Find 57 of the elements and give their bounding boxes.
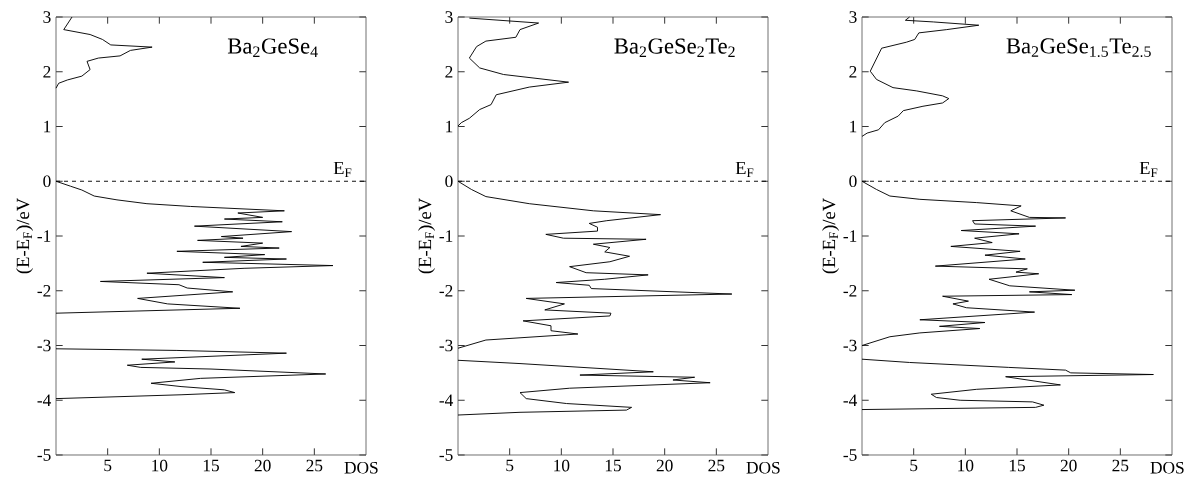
y-tick-label: 2 [849,66,857,78]
ref-line-label: E$_{F}$ [735,161,754,177]
y-tick-label: 0 [849,175,857,188]
y-tick-label: -4 [439,394,454,406]
y-tick-label: 2 [43,66,51,78]
y-tick-label: -3 [439,339,453,352]
x-tick-label: 15 [605,459,621,472]
y-axis-title: (E-E$_{F}$)/eV [822,198,840,274]
y-tick-label: -2 [439,285,453,297]
text: Ba$_{2}$GeSe$_{2}$Te$_{2}$ [614,38,735,57]
x-tick-label: 15 [1009,459,1025,472]
x-tick-label: 10 [958,459,974,472]
text: Ba$_{2}$GeSe$_{4}$ [227,38,318,57]
x-tick-label: 15 [203,459,219,472]
x-axis-title: DOS [344,461,378,474]
text: Ba$_{2}$GeSe$_{1.5}$Te$_{2.5}$ [1006,38,1151,58]
y-tick-label: 1 [44,120,51,133]
y-tick-label: 1 [850,120,857,133]
y-tick-label: -1 [439,230,453,242]
x-tick-label: 5 [506,459,514,472]
line-series [861,358,1154,411]
y-tick-label: -2 [843,285,857,297]
y-tick-label: -2 [37,285,51,297]
y-tick-label: -3 [37,339,51,352]
line-series [457,359,711,416]
y-axis-title: (E-E$_{F}$)/eV [418,198,436,274]
y-tick-label: -5 [843,449,857,461]
x-tick-label: 25 [708,459,725,472]
y-tick-label: 0 [43,175,51,188]
y-tick-label: 0 [445,175,453,188]
y-tick-label: 3 [849,11,857,23]
x-tick-label: 20 [656,459,673,472]
line-series [55,16,153,89]
x-tick-label: 20 [254,459,271,472]
y-tick-label: 3 [43,11,51,23]
x-tick-label: 10 [554,459,570,472]
y-tick-label: 1 [446,120,453,133]
ref-line-label: E$_{F}$ [1139,161,1158,177]
y-tick-label: -3 [843,339,857,352]
y-tick-label: -1 [843,230,857,242]
y-tick-label: -5 [37,449,51,461]
x-tick-label: 5 [910,459,918,472]
x-tick-label: 10 [152,459,168,472]
ref-line-label: E$_{F}$ [333,161,352,177]
y-tick-label: -1 [37,230,51,242]
x-tick-label: 25 [306,459,323,472]
x-axis-title: DOS [1150,461,1184,474]
y-tick-label: 3 [445,11,453,23]
y-tick-label: -5 [439,449,453,461]
y-tick-label: -4 [843,394,858,406]
x-tick-label: 20 [1060,459,1077,472]
x-tick-label: 5 [104,459,112,472]
x-axis-title: DOS [746,461,780,474]
y-tick-label: -4 [37,394,52,406]
y-tick-label: 2 [445,66,453,78]
x-tick-label: 25 [1112,459,1129,472]
y-axis-title: (E-E$_{F}$)/eV [16,198,34,274]
